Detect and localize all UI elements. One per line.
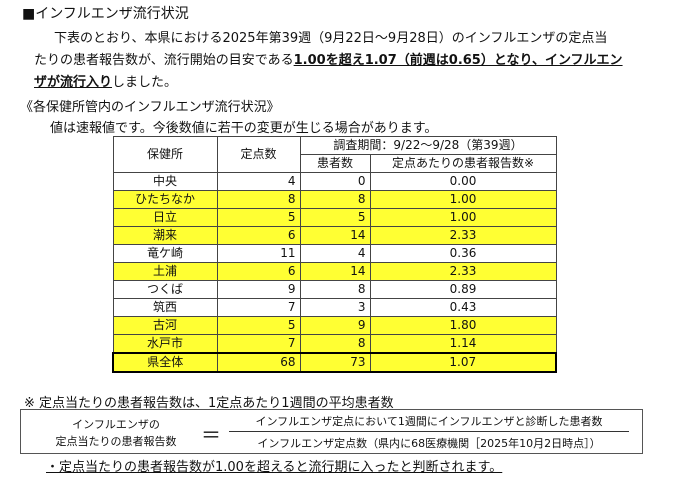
para-emphasis: 1.00を超え1.07（前週は0.65）となり、インフルエン <box>293 53 623 68</box>
table-row: 筑西 7 3 0.43 <box>112 298 557 317</box>
points-cell: 9 <box>216 280 301 299</box>
office-cell: 古河 <box>112 316 218 335</box>
rate-cell: 2.33 <box>369 262 557 281</box>
patients-cell: 73 <box>299 352 371 373</box>
patients-cell: 8 <box>299 190 371 209</box>
para-line-1: 下表のとおり、本県における2025年第39週（9月22日～9月28日）のインフル… <box>54 31 608 46</box>
rate-cell: 1.07 <box>369 352 557 373</box>
points-cell: 6 <box>216 262 301 281</box>
office-cell: 土浦 <box>112 262 218 281</box>
points-cell: 7 <box>216 298 301 317</box>
patients-cell: 4 <box>299 244 371 263</box>
rate-cell: 1.00 <box>369 208 557 227</box>
points-cell: 6 <box>216 226 301 245</box>
patients-cell: 14 <box>299 226 371 245</box>
header-office: 保健所 <box>112 136 218 173</box>
patients-cell: 5 <box>299 208 371 227</box>
table-row: 土浦 6 14 2.33 <box>112 262 557 281</box>
table-row: 水戸市 7 8 1.14 <box>112 334 557 354</box>
formula-left-1: インフルエンザの <box>72 418 160 431</box>
office-cell: 竜ケ崎 <box>112 244 218 263</box>
table-row: 県全体 68 73 1.07 <box>112 352 557 373</box>
para-line-2: たりの患者報告数が、流行開始の目安である1.00を超え1.07（前週は0.65）… <box>34 49 623 68</box>
formula-numerator: インフルエンザ定点において1週間にインフルエンザと診断した患者数 <box>255 415 603 428</box>
influenza-table: 保健所 定点数 調査期間：9/22～9/28（第39週） 患者数 定点あたりの患… <box>112 136 557 373</box>
rate-cell: 1.00 <box>369 190 557 209</box>
formula-denominator: インフルエンザ定点数（県内に68医療機関［2025年10月2日時点］） <box>257 437 601 450</box>
points-cell: 8 <box>216 190 301 209</box>
rate-cell: 0.00 <box>369 172 557 191</box>
points-cell: 7 <box>216 334 301 354</box>
rate-cell: 0.89 <box>369 280 557 299</box>
points-cell: 5 <box>216 208 301 227</box>
header-rate: 定点あたりの患者報告数※ <box>369 154 557 173</box>
table-row: 中央 4 0 0.00 <box>112 172 557 191</box>
table-row: ひたちなか 8 8 1.00 <box>112 190 557 209</box>
table-row: つくば 9 8 0.89 <box>112 280 557 299</box>
office-cell: 中央 <box>112 172 218 191</box>
patients-cell: 3 <box>299 298 371 317</box>
patients-cell: 9 <box>299 316 371 335</box>
office-cell: 水戸市 <box>112 334 218 354</box>
rate-cell: 2.33 <box>369 226 557 245</box>
heading: ■インフルエンザ流行状況 <box>22 6 189 22</box>
rate-cell: 0.43 <box>369 298 557 317</box>
equals-sign: ＝ <box>201 423 221 447</box>
header-period: 調査期間：9/22～9/28（第39週） <box>299 136 557 155</box>
points-cell: 11 <box>216 244 301 263</box>
para-emphasis: ザが流行入り <box>34 75 113 90</box>
header-points: 定点数 <box>216 136 301 173</box>
patients-cell: 14 <box>299 262 371 281</box>
table-row: 竜ケ崎 11 4 0.36 <box>112 244 557 263</box>
patients-cell: 8 <box>299 280 371 299</box>
prelim-note: 値は速報値です。今後数値に若干の変更が生じる場合があります。 <box>50 121 438 136</box>
office-cell: 県全体 <box>112 352 218 373</box>
patients-cell: 0 <box>299 172 371 191</box>
table-row: 潮来 6 14 2.33 <box>112 226 557 245</box>
office-cell: 日立 <box>112 208 218 227</box>
points-cell: 68 <box>216 352 301 373</box>
office-cell: つくば <box>112 280 218 299</box>
section-title: 《各保健所管内のインフルエンザ流行状況》 <box>20 100 280 115</box>
header-patients: 患者数 <box>299 154 371 173</box>
table-row: 日立 5 5 1.00 <box>112 208 557 227</box>
para-text: しました。 <box>112 75 178 90</box>
rate-cell: 1.80 <box>369 316 557 335</box>
patients-cell: 8 <box>299 334 371 354</box>
para-text: たりの患者報告数が、流行開始の目安である <box>34 53 294 68</box>
para-line-3: ザが流行入りしました。 <box>34 71 177 90</box>
footnote: ※ 定点当たりの患者報告数は、1定点あたり1週間の平均患者数 <box>24 396 394 411</box>
rate-cell: 1.14 <box>369 334 557 354</box>
formula-left-2: 定点当たりの患者報告数 <box>55 435 177 448</box>
formula-box: インフルエンザの 定点当たりの患者報告数 ＝ インフルエンザ定点において1週間に… <box>20 409 643 454</box>
table-row: 古河 5 9 1.80 <box>112 316 557 335</box>
threshold-note: ・定点当たりの患者報告数が1.00を超えると流行期に入ったと判断されます。 <box>46 460 503 475</box>
rate-cell: 0.36 <box>369 244 557 263</box>
office-cell: ひたちなか <box>112 190 218 209</box>
points-cell: 5 <box>216 316 301 335</box>
points-cell: 4 <box>216 172 301 191</box>
office-cell: 潮来 <box>112 226 218 245</box>
office-cell: 筑西 <box>112 298 218 317</box>
